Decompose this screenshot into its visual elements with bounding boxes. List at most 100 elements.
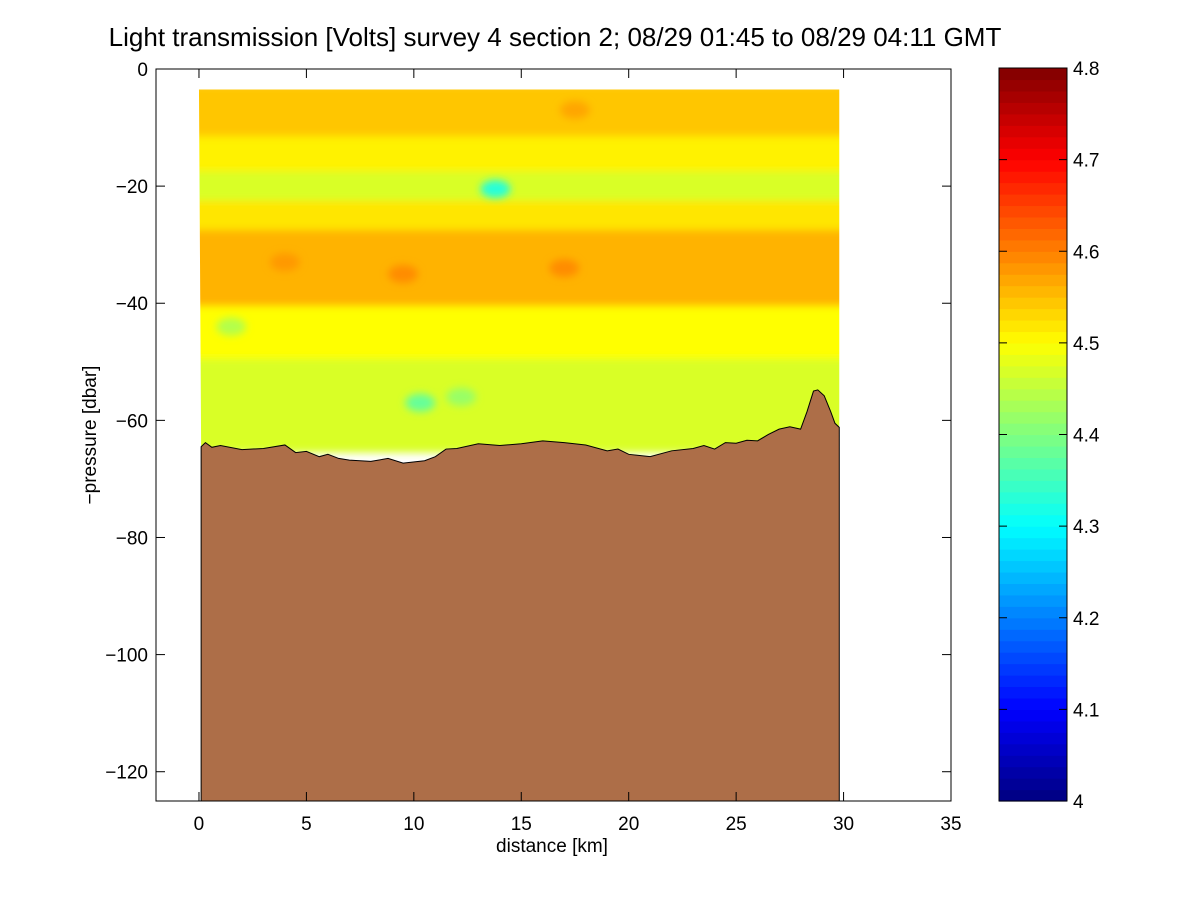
colorbar-step [999, 262, 1067, 275]
colorbar-step [999, 319, 1067, 333]
y-tick-label: −100 [105, 646, 148, 667]
colorbar-step [999, 686, 1067, 699]
colorbar-step [999, 732, 1067, 745]
x-tick-label: 5 [301, 814, 312, 835]
axes-frame [155, 68, 952, 802]
colorbar-step [999, 606, 1067, 619]
field-anomaly [269, 253, 300, 272]
colorbar-step [999, 400, 1067, 413]
colorbar-step [999, 480, 1067, 493]
colorbar-step [999, 102, 1067, 115]
colorbar-step [999, 766, 1067, 779]
y-tick-label: −60 [116, 411, 148, 432]
colorbar-tick-label: 4.7 [1073, 151, 1099, 172]
colorbar-step [999, 743, 1067, 756]
y-axis-label: −pressure [dbar] [80, 365, 101, 505]
chart-title: Light transmission [Volts] survey 4 sect… [108, 22, 1002, 52]
colorbar-step [999, 675, 1067, 688]
colorbar-tick-label: 4.6 [1073, 242, 1099, 263]
y-axis-ticks: 0 −20 −40 −60 −80 −100 −120 [105, 60, 951, 784]
y-tick-label: −40 [116, 294, 148, 315]
colorbar-step [999, 388, 1067, 401]
colorbar [999, 68, 1067, 802]
transmission-field [198, 89, 840, 453]
field-anomaly [549, 259, 580, 278]
colorbar-step [999, 365, 1067, 378]
colorbar-step [999, 182, 1067, 195]
colorbar-step [999, 239, 1067, 252]
colorbar-ticks: 4 4.1 4.2 4.3 4.4 4.5 4.6 4.7 4.8 [999, 59, 1100, 813]
field-anomaly [480, 180, 511, 199]
colorbar-step [999, 571, 1067, 584]
colorbar-step [999, 697, 1067, 710]
colorbar-step [999, 411, 1067, 424]
x-axis-label: distance [km] [496, 836, 608, 857]
x-tick-label: 30 [833, 814, 854, 835]
x-axis-ticks: 0 5 10 15 20 25 30 35 [194, 69, 962, 835]
colorbar-step [999, 549, 1067, 562]
colorbar-tick-label: 4.2 [1073, 609, 1099, 630]
colorbar-step [999, 342, 1067, 355]
colorbar-step [999, 125, 1067, 138]
colorbar-step [999, 228, 1067, 241]
colorbar-step [999, 136, 1067, 149]
colorbar-tick-label: 4.3 [1073, 517, 1099, 538]
colorbar-step [999, 148, 1067, 161]
colorbar-step [999, 537, 1067, 550]
colorbar-step [999, 216, 1067, 229]
colorbar-step [999, 583, 1067, 596]
colorbar-step [999, 526, 1067, 539]
field-anomaly [216, 317, 247, 336]
colorbar-step [999, 193, 1067, 207]
colorbar-step [999, 297, 1067, 310]
colorbar-step [999, 457, 1067, 470]
x-tick-label: 10 [403, 814, 424, 835]
x-tick-label: 15 [511, 814, 532, 835]
colorbar-step [999, 720, 1067, 733]
colorbar-step [999, 709, 1067, 722]
field-band [198, 136, 840, 178]
colorbar-step [999, 629, 1067, 642]
colorbar-step [999, 251, 1067, 264]
colorbar-step [999, 560, 1067, 573]
x-tick-label: 35 [940, 814, 961, 835]
colorbar-step [999, 789, 1067, 802]
colorbar-step [999, 652, 1067, 665]
field-anomaly [446, 387, 477, 406]
colorbar-step [999, 285, 1067, 298]
colorbar-step [999, 308, 1067, 321]
colorbar-step [999, 755, 1067, 768]
x-tick-label: 20 [618, 814, 639, 835]
colorbar-step [999, 90, 1067, 103]
y-tick-label: −80 [116, 528, 148, 549]
colorbar-step [999, 434, 1067, 447]
field-band [198, 229, 840, 313]
y-tick-label: −20 [116, 177, 148, 198]
colorbar-step [999, 423, 1067, 436]
colorbar-step [999, 663, 1067, 676]
x-tick-label: 25 [726, 814, 747, 835]
colorbar-step [999, 159, 1067, 172]
colorbar-step [999, 113, 1067, 126]
colorbar-step [999, 331, 1067, 344]
x-tick-label: 0 [194, 814, 205, 835]
colorbar-tick-label: 4.8 [1073, 59, 1099, 80]
colorbar-tick-label: 4.5 [1073, 334, 1099, 355]
colorbar-step [999, 445, 1067, 459]
colorbar-step [999, 468, 1067, 481]
colorbar-tick-label: 4 [1073, 792, 1084, 813]
colorbar-tick-label: 4.1 [1073, 700, 1099, 721]
field-anomaly [559, 100, 590, 119]
colorbar-step [999, 640, 1067, 653]
y-tick-label: 0 [137, 60, 148, 81]
colorbar-step [999, 778, 1067, 791]
colorbar-step [999, 68, 1067, 81]
colorbar-step [999, 491, 1067, 504]
field-band [198, 358, 840, 453]
field-band [198, 89, 840, 143]
seafloor-bathymetry [200, 389, 840, 802]
colorbar-step [999, 377, 1067, 390]
colorbar-step [999, 79, 1067, 92]
colorbar-step [999, 617, 1067, 630]
